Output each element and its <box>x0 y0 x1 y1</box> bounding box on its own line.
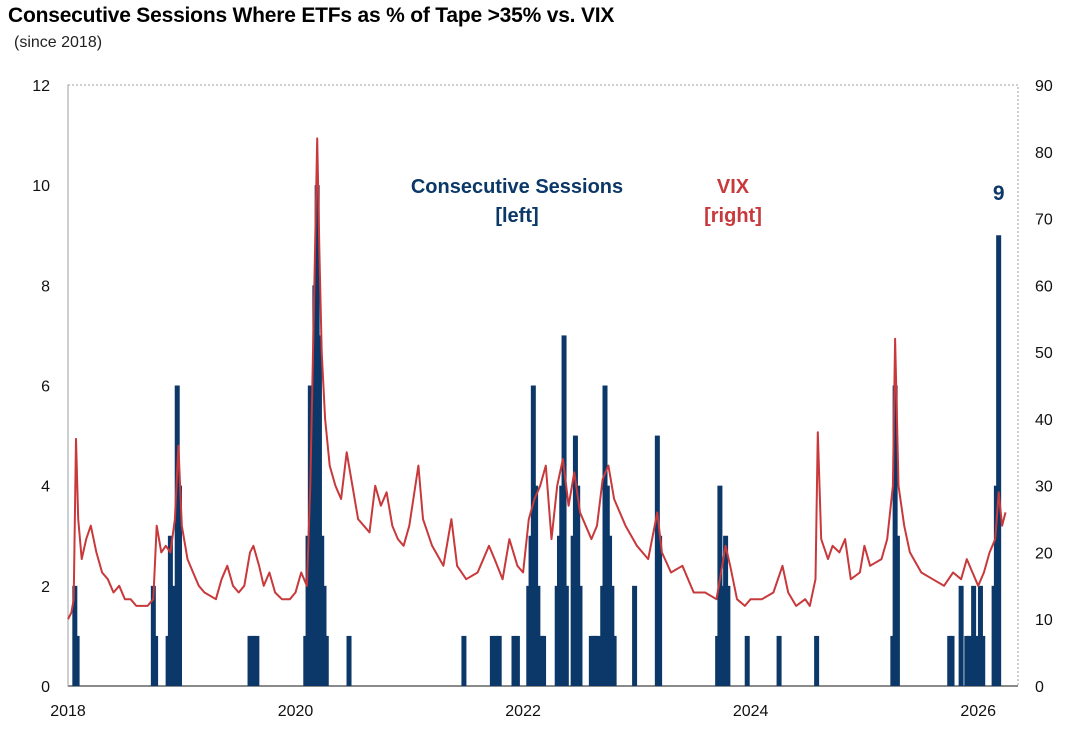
session-bar <box>153 635 159 686</box>
session-bar <box>563 585 569 686</box>
session-bar <box>980 635 986 686</box>
session-bar <box>657 535 663 686</box>
left-tick-label: 10 <box>32 178 50 195</box>
session-bar <box>973 635 979 686</box>
session-bar <box>744 635 750 686</box>
session-bar <box>72 585 78 686</box>
right-tick-label: 20 <box>1035 545 1053 562</box>
session-bar <box>595 635 601 686</box>
session-bar <box>323 635 329 686</box>
right-tick-label: 0 <box>1035 679 1044 696</box>
right-tick-label: 50 <box>1035 345 1053 362</box>
session-bar <box>535 585 541 686</box>
session-bar <box>725 585 731 686</box>
right-tick-label: 30 <box>1035 479 1053 496</box>
x-tick-label: 2022 <box>505 703 541 720</box>
session-bar <box>719 585 725 686</box>
session-bar <box>511 635 517 686</box>
session-bar <box>489 635 495 686</box>
session-bar <box>611 635 617 686</box>
peak-annotation: 9 <box>993 182 1005 205</box>
vix-line <box>67 137 1007 620</box>
session-bar <box>496 635 502 686</box>
session-bar <box>250 635 256 686</box>
left-tick-label: 2 <box>41 579 50 596</box>
session-bar <box>971 585 977 686</box>
vix-series-axis-label: [right] <box>704 205 762 227</box>
chart-title: Consecutive Sessions Where ETFs as % of … <box>8 4 615 27</box>
session-bar <box>577 585 583 686</box>
left-tick-label: 12 <box>32 78 50 95</box>
session-bar <box>176 485 182 686</box>
x-tick-label: 2018 <box>50 703 86 720</box>
session-bar <box>814 635 820 686</box>
sessions-series-axis-label: [left] <box>495 205 538 227</box>
session-bar <box>514 635 520 686</box>
session-bar <box>461 635 467 686</box>
right-tick-label: 80 <box>1035 145 1053 162</box>
session-bar <box>170 585 176 686</box>
x-tick-label: 2024 <box>733 703 769 720</box>
session-bar <box>632 585 638 686</box>
session-bar <box>541 635 547 686</box>
chart-subtitle: (since 2018) <box>14 34 103 51</box>
session-bar <box>894 535 900 686</box>
session-bar <box>949 635 955 686</box>
session-bar <box>996 235 1002 686</box>
session-bar <box>247 635 253 686</box>
left-tick-label: 4 <box>41 479 50 496</box>
session-bar <box>958 585 964 686</box>
session-bar <box>150 585 156 686</box>
x-axis-ticks: 2018 2020 2022 2024 2026 <box>50 703 996 720</box>
session-bar <box>493 635 499 686</box>
left-tick-label: 6 <box>41 379 50 396</box>
right-tick-label: 70 <box>1035 212 1053 229</box>
session-bar <box>316 335 322 686</box>
left-tick-label: 8 <box>41 278 50 295</box>
right-tick-label: 40 <box>1035 412 1053 429</box>
sessions-series-label: Consecutive Sessions <box>411 176 623 198</box>
session-bar <box>254 635 260 686</box>
session-bar <box>307 385 313 686</box>
right-axis-ticks: 0 10 20 30 40 50 60 70 80 90 <box>1035 78 1053 696</box>
session-bar <box>609 585 615 686</box>
sessions-bars <box>72 185 1002 686</box>
right-tick-label: 60 <box>1035 278 1053 295</box>
session-bar <box>346 635 352 686</box>
right-tick-label: 90 <box>1035 78 1053 95</box>
vix-series-label: VIX <box>717 176 750 198</box>
session-bar <box>321 585 327 686</box>
session-bar <box>966 635 972 686</box>
session-bar <box>776 635 782 686</box>
left-tick-label: 0 <box>41 679 50 696</box>
left-axis-ticks: 0 2 4 6 8 10 12 <box>32 78 50 696</box>
session-bar <box>977 585 983 686</box>
session-bar <box>74 635 80 686</box>
right-tick-label: 10 <box>1035 612 1053 629</box>
session-bar <box>561 335 567 686</box>
x-tick-label: 2026 <box>960 703 996 720</box>
x-tick-label: 2020 <box>278 703 314 720</box>
